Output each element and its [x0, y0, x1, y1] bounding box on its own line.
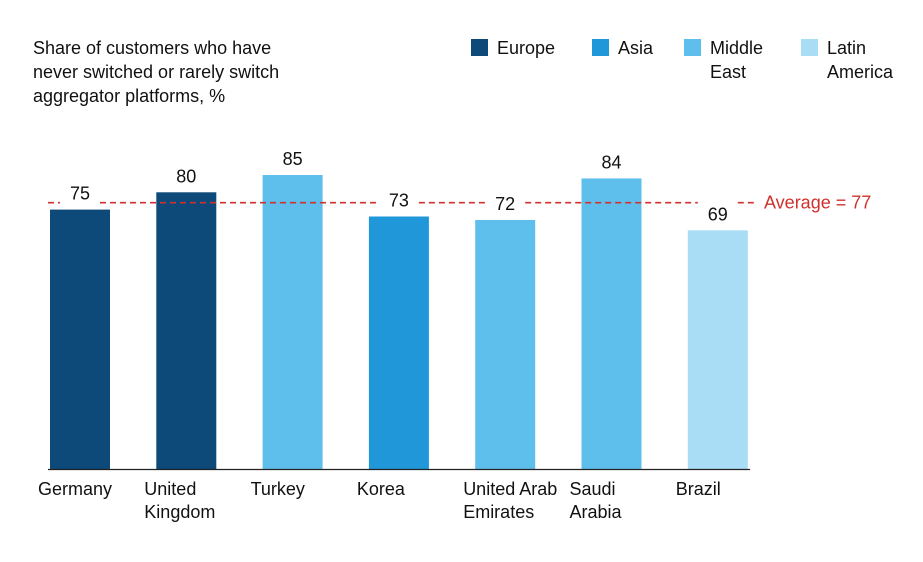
legend-item-latin-america: Latin America — [801, 36, 893, 84]
legend-label-latin-america: Latin America — [827, 38, 894, 82]
bar-brazil — [687, 230, 748, 469]
value-label-united-arab-emirates: 72 — [495, 194, 515, 214]
legend-swatch-europe — [471, 39, 488, 56]
category-label-turkey: Turkey — [251, 479, 305, 499]
legend-item-asia: Asia — [592, 36, 653, 60]
category-label-brazil: Brazil — [676, 479, 721, 499]
legend-label-asia: Asia — [618, 38, 654, 58]
chart-title: Share of customers who have never switch… — [33, 38, 280, 106]
legend-item-europe: Europe — [471, 36, 555, 60]
bar-turkey — [262, 175, 323, 469]
value-label-korea: 73 — [389, 191, 409, 211]
legend-item-middle-east: Middle East — [684, 36, 763, 84]
bar-germany — [50, 209, 110, 469]
legend-label-europe: Europe — [497, 38, 556, 58]
category-label-korea: Korea — [357, 479, 406, 499]
legend-swatch-asia — [592, 39, 609, 56]
value-label-turkey: 85 — [283, 149, 303, 169]
average-label: Average = 77 — [764, 193, 871, 213]
bar-korea — [368, 216, 429, 469]
legend-swatch-latin-america — [801, 39, 818, 56]
value-label-brazil: 69 — [708, 204, 728, 224]
bar-saudi-arabia — [581, 178, 642, 470]
bar-united-arab-emirates — [475, 219, 536, 469]
category-label-germany: Germany — [38, 479, 112, 499]
category-label-saudi-arabia: Saudi Arabia — [570, 479, 623, 522]
value-label-germany: 75 — [70, 184, 90, 204]
legend-swatch-middle-east — [684, 39, 701, 56]
legend-label-middle-east: Middle East — [710, 38, 764, 82]
value-label-united-kingdom: 80 — [176, 166, 196, 186]
bar-united-kingdom — [156, 192, 217, 469]
category-label-united-arab-emirates: United Arab Emirates — [463, 479, 557, 522]
value-label-saudi-arabia: 84 — [601, 152, 621, 172]
category-label-united-kingdom: United Kingdom — [144, 479, 215, 522]
